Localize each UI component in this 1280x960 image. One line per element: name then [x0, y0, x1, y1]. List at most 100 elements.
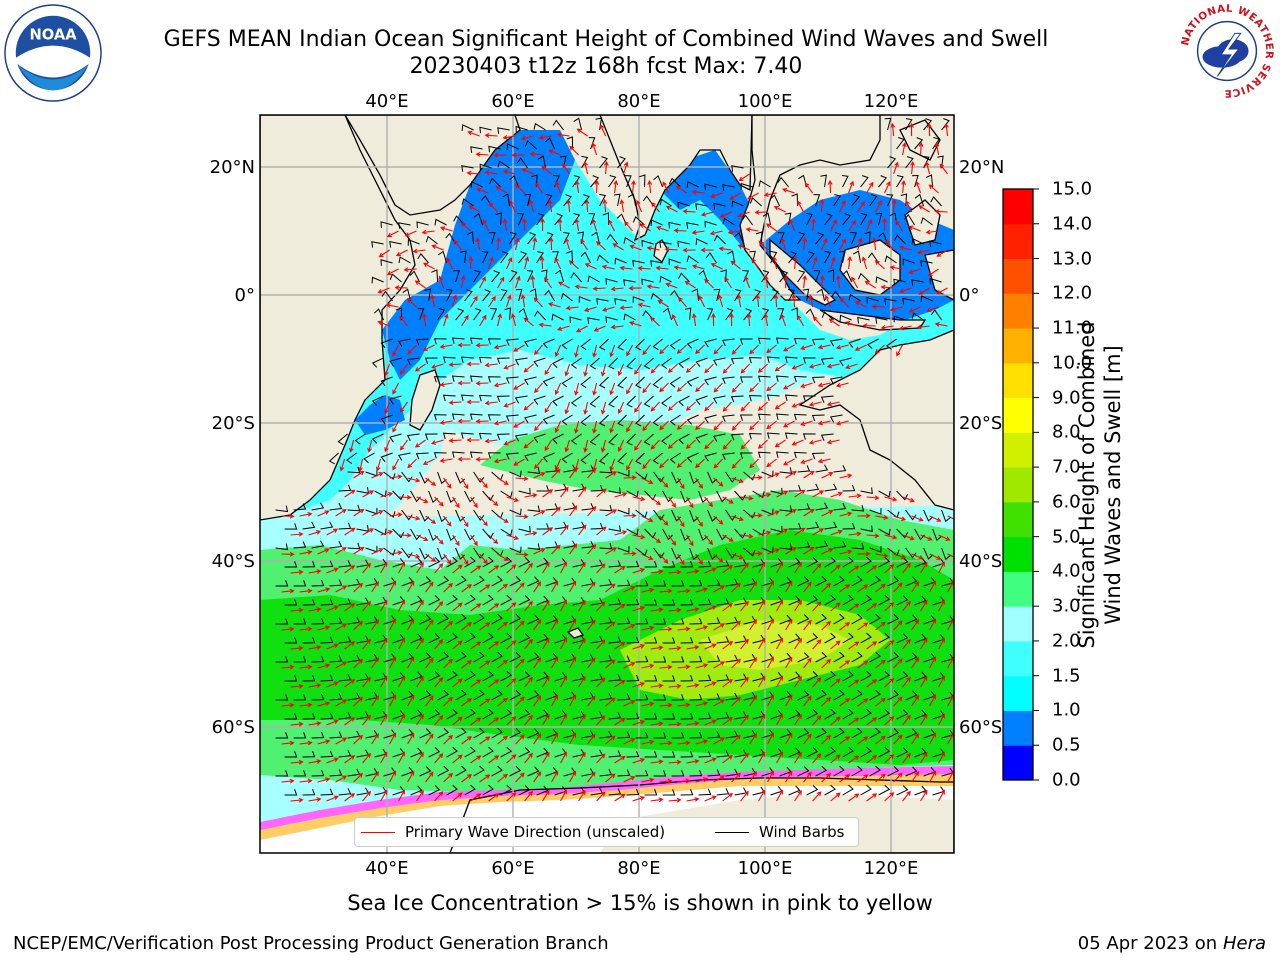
wind-barb — [461, 198, 474, 207]
colorbar-segment-15 — [1003, 223, 1033, 260]
wave-direction-arrow — [800, 344, 813, 351]
wind-barb — [669, 338, 681, 350]
wind-barb — [329, 655, 343, 663]
wave-direction-arrow — [749, 513, 763, 518]
wind-barb — [653, 509, 665, 521]
wind-barb — [464, 746, 476, 758]
wind-barb — [761, 546, 774, 554]
wave-direction-arrow — [434, 496, 444, 507]
wind-barb — [713, 433, 726, 442]
wave-direction-arrow — [470, 755, 482, 764]
wave-direction-arrow — [551, 656, 559, 669]
wind-barb — [632, 296, 645, 303]
wave-direction-arrow — [803, 546, 815, 555]
wave-direction-arrow — [539, 255, 545, 270]
wave-direction-arrow — [434, 534, 444, 545]
wave-direction-arrow — [623, 586, 636, 593]
wave-direction-arrow — [551, 694, 559, 707]
wind-barb — [802, 433, 816, 440]
wave-direction-arrow — [835, 420, 849, 426]
wave-direction-arrow — [785, 656, 793, 669]
wave-direction-arrow — [475, 456, 489, 462]
wind-barb — [509, 470, 522, 478]
wave-direction-arrow — [362, 490, 375, 498]
wind-barb — [839, 357, 852, 367]
wind-barb — [451, 451, 465, 458]
wave-direction-arrow — [785, 732, 793, 745]
wave-direction-arrow — [613, 179, 619, 194]
wave-direction-arrow — [729, 192, 741, 200]
wave-direction-arrow — [524, 638, 533, 650]
wave-direction-arrow — [344, 565, 356, 574]
lat-tick-right-1: 0° — [959, 285, 979, 306]
wind-barb — [914, 785, 927, 796]
wind-barb — [464, 490, 475, 503]
wave-direction-arrow — [299, 740, 313, 746]
wind-barb — [545, 503, 559, 511]
wind-barb — [580, 251, 592, 264]
colorbar-segment-8 — [1003, 467, 1033, 503]
wind-barb — [293, 618, 307, 625]
wave-direction-arrow — [794, 562, 802, 574]
wave-direction-arrow — [934, 321, 948, 327]
wave-direction-arrow — [774, 401, 786, 410]
wind-barb — [635, 338, 645, 351]
wind-barb — [311, 731, 325, 739]
wind-barb — [461, 124, 474, 131]
wind-barb — [479, 163, 492, 171]
wind-barb — [536, 671, 549, 682]
wave-direction-arrow — [704, 363, 714, 374]
wind-barb — [650, 219, 663, 227]
wave-direction-arrow — [416, 638, 424, 650]
wind-barb — [713, 395, 726, 404]
wave-direction-arrow — [600, 439, 607, 453]
wind-barb — [766, 432, 780, 439]
wave-direction-arrow — [729, 312, 734, 327]
wind-barb — [428, 528, 438, 542]
wave-direction-arrow — [773, 293, 779, 308]
colorbar-segment-5 — [1003, 571, 1033, 607]
wind-barb — [748, 394, 762, 402]
wind-barb — [930, 309, 942, 321]
wind-barb — [473, 212, 484, 226]
wind-barb — [662, 713, 676, 720]
wave-direction-arrow — [448, 362, 462, 367]
wind-barb — [752, 490, 765, 499]
wave-direction-arrow — [686, 759, 700, 764]
wave-direction-arrow — [691, 312, 697, 327]
wave-direction-arrow — [584, 198, 590, 213]
wind-barb — [824, 521, 838, 530]
wave-direction-arrow — [659, 740, 673, 746]
wave-direction-arrow — [927, 268, 939, 277]
wind-barb — [829, 376, 843, 385]
wave-direction-arrow — [317, 777, 331, 783]
wind-barb — [587, 317, 600, 324]
wind-barb — [824, 784, 836, 796]
wind-barb — [419, 766, 432, 777]
wave-direction-arrow — [506, 564, 517, 574]
wave-direction-arrow — [540, 217, 545, 232]
wave-direction-arrow — [908, 268, 921, 275]
wave-direction-arrow — [713, 699, 726, 707]
wave-direction-arrow — [416, 534, 429, 542]
wind-barb — [686, 376, 699, 387]
wave-direction-arrow — [803, 581, 812, 593]
wind-barb — [433, 376, 447, 383]
wind-barb — [820, 174, 827, 188]
wind-barb — [464, 594, 476, 606]
wind-barb — [284, 789, 298, 796]
wave-direction-arrow — [380, 675, 388, 688]
wind-barb — [518, 785, 531, 796]
colorbar-title-line-2: Wind Waves and Swell [m] — [1101, 345, 1125, 625]
wave-direction-arrow — [542, 751, 550, 764]
wave-direction-arrow — [443, 582, 454, 593]
wind-barb — [797, 614, 810, 625]
wave-direction-arrow — [929, 553, 942, 560]
wind-barb — [514, 357, 528, 366]
wind-barb — [923, 509, 934, 522]
wind-barb — [730, 433, 744, 441]
wind-barb — [552, 357, 564, 368]
wave-direction-arrow — [344, 755, 356, 764]
wind-barb — [536, 747, 549, 758]
wave-direction-arrow — [479, 314, 487, 327]
